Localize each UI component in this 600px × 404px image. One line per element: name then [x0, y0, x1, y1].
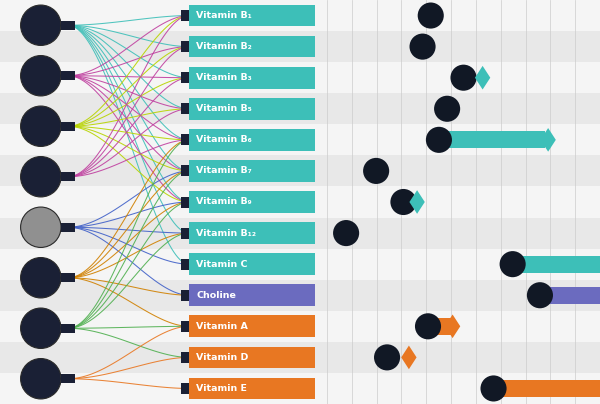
Bar	[189, 253, 315, 275]
Bar	[0, 373, 600, 404]
Circle shape	[451, 65, 476, 91]
Text: Vitamin B₆: Vitamin B₆	[196, 135, 252, 144]
Circle shape	[20, 359, 61, 399]
Bar	[181, 165, 189, 177]
Bar	[181, 383, 189, 394]
Circle shape	[434, 96, 460, 122]
Bar	[494, 380, 600, 397]
Text: Vitamin B₅: Vitamin B₅	[196, 104, 252, 113]
Circle shape	[20, 5, 61, 45]
Circle shape	[426, 127, 452, 153]
Bar	[0, 248, 600, 280]
Circle shape	[409, 34, 436, 60]
Bar	[189, 378, 315, 399]
Circle shape	[391, 189, 416, 215]
Circle shape	[481, 375, 506, 402]
Bar	[181, 196, 189, 208]
Bar	[181, 290, 189, 301]
Circle shape	[418, 2, 444, 29]
Bar	[189, 129, 315, 151]
Bar	[512, 256, 600, 273]
Bar	[0, 31, 600, 62]
Bar	[189, 347, 315, 368]
Circle shape	[527, 282, 553, 308]
Bar	[61, 273, 75, 282]
Bar	[0, 280, 600, 311]
Bar	[0, 342, 600, 373]
Polygon shape	[541, 128, 556, 152]
Bar	[0, 156, 600, 187]
Text: Vitamin C: Vitamin C	[196, 260, 248, 269]
Bar	[181, 103, 189, 114]
Bar	[181, 352, 189, 363]
Bar	[189, 36, 315, 57]
Polygon shape	[401, 345, 416, 369]
Text: Vitamin B₁₂: Vitamin B₁₂	[196, 229, 256, 238]
Text: Vitamin E: Vitamin E	[196, 384, 247, 393]
Bar	[540, 287, 600, 304]
Polygon shape	[409, 190, 425, 214]
Circle shape	[415, 313, 441, 339]
Bar	[181, 10, 189, 21]
Circle shape	[363, 158, 389, 184]
Bar	[0, 311, 600, 342]
Bar	[0, 187, 600, 217]
Text: Vitamin B₃: Vitamin B₃	[196, 73, 252, 82]
Circle shape	[20, 56, 61, 96]
Bar	[189, 316, 315, 337]
Bar	[181, 72, 189, 83]
Bar	[189, 284, 315, 306]
Bar	[61, 71, 75, 80]
Bar	[0, 62, 600, 93]
Bar	[181, 41, 189, 52]
Bar	[0, 93, 600, 124]
Polygon shape	[445, 314, 460, 338]
Circle shape	[20, 258, 61, 298]
Bar	[181, 135, 189, 145]
Bar	[0, 0, 600, 31]
Bar	[61, 172, 75, 181]
Bar	[428, 318, 452, 335]
Bar	[61, 223, 75, 232]
Circle shape	[20, 308, 61, 348]
Polygon shape	[475, 66, 490, 90]
Bar	[61, 21, 75, 30]
Text: Vitamin D: Vitamin D	[196, 353, 248, 362]
Circle shape	[20, 157, 61, 197]
Bar	[61, 324, 75, 333]
Circle shape	[333, 220, 359, 246]
Text: Choline: Choline	[196, 291, 236, 300]
Text: Vitamin B₂: Vitamin B₂	[196, 42, 252, 51]
Circle shape	[20, 106, 61, 146]
Bar	[61, 374, 75, 383]
Bar	[61, 122, 75, 131]
Bar	[189, 191, 315, 213]
Bar	[0, 217, 600, 248]
Bar	[181, 227, 189, 239]
Text: Vitamin A: Vitamin A	[196, 322, 248, 331]
Bar	[181, 321, 189, 332]
Bar	[189, 98, 315, 120]
Bar	[0, 124, 600, 156]
Bar	[189, 160, 315, 182]
Circle shape	[20, 207, 61, 247]
Bar	[189, 5, 315, 26]
Bar	[189, 222, 315, 244]
Bar	[189, 67, 315, 88]
Text: Vitamin B₇: Vitamin B₇	[196, 166, 252, 175]
Bar	[181, 259, 189, 269]
Circle shape	[500, 251, 526, 277]
Circle shape	[374, 344, 400, 370]
Bar	[439, 131, 545, 148]
Text: Vitamin B₁: Vitamin B₁	[196, 11, 252, 20]
Text: Vitamin B₉: Vitamin B₉	[196, 198, 252, 206]
